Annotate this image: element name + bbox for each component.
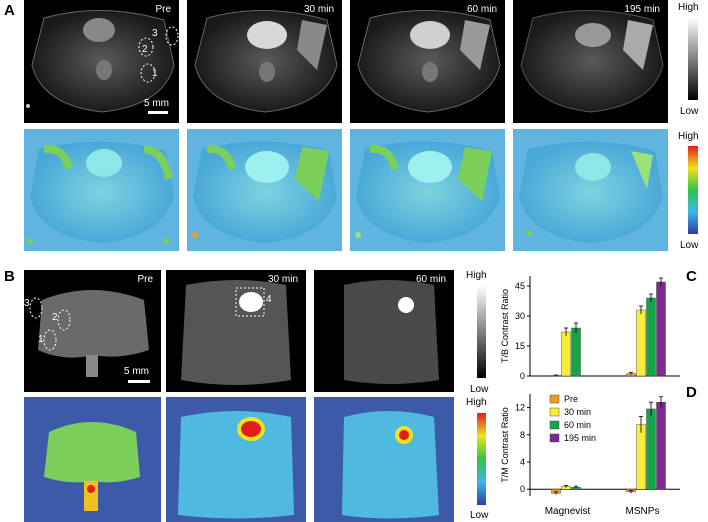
mri-a-195-image [520,10,664,113]
heat-a-pre [24,129,179,251]
bar [571,327,581,377]
scale-b-bar [128,380,150,383]
panel-label-b: B [4,268,15,285]
x-category-label: MSNPs [626,506,660,517]
mri-b-pre-image [29,290,149,377]
legend-swatch [549,394,560,404]
panel-label-d: D [686,384,697,401]
x-category-label: Magnevist [545,506,591,517]
time-label-b-60: 60 min [415,274,446,285]
mri-b-60-image [344,280,439,384]
roi-label-2: 2 [142,44,148,55]
panel-label-a: A [4,2,15,19]
mri-a-30-image [194,10,338,113]
roi-label-3: 3 [152,28,158,39]
heat-b-30 [166,397,306,522]
y-axis-label: T/B Contrast Ratio [500,289,510,363]
heat-a-30 [187,129,342,251]
time-label-b-pre: Pre [137,274,153,285]
heat-b-pre-image [44,422,140,511]
legend-label: 30 min [564,407,591,417]
mri-a-pre-image [26,10,179,113]
chart-d: 0 4 8 12 T/M Contrast Ratio Magnevist MSNPs Pre… [500,394,680,517]
roi-b-label-4: 4 [266,294,272,305]
scale-label: 5 mm [144,98,169,109]
colorbar-b-gray [477,286,486,378]
time-label-a-60: 60 min [466,4,497,15]
scale-bar [148,111,168,114]
roi-b-label-3: 3 [24,298,30,309]
mri-b-30: 30 min 4 [166,270,306,392]
y-tick-label: 12 [515,403,525,413]
bar [646,297,656,377]
chart-c: 0 15 30 45 T/B Contrast Ratio [500,276,680,381]
colorbar-b-heat-low: Low [470,510,489,521]
heat-b-pre [24,397,161,522]
mri-a-30: 30 min [187,0,342,123]
colorbar-a-heat-high: High [678,131,699,142]
heat-b-60 [314,397,454,522]
bar [636,309,646,377]
y-tick-label: 8 [520,430,525,440]
legend-label: 60 min [564,420,591,430]
bar [656,401,666,490]
bar [656,281,666,377]
legend-swatch [549,433,560,443]
mri-a-60: 60 min [350,0,505,123]
roi-b-label-2: 2 [52,312,58,323]
colorbar-b-gray-high: High [466,270,487,281]
heat-b-60-image [342,411,439,519]
heat-a-30-image [192,141,337,243]
colorbar-a-heat [688,146,698,234]
time-label-a-pre: Pre [155,4,171,15]
mri-b-60: 60 min [314,270,454,392]
colorbar-a-gray-high: High [678,2,699,13]
colorbar-b-heat [477,413,486,505]
y-tick-label: 4 [520,457,525,467]
legend-swatch [549,407,560,417]
colorbar-b-heat-high: High [466,397,487,408]
mri-a-195: 195 min [513,0,668,123]
y-tick-label: 0 [520,484,525,494]
heat-a-60-image [355,141,500,243]
mri-b-pre: Pre 3 2 1 5 mm [24,270,161,392]
time-label-a-30: 30 min [303,4,334,15]
legend-label: Pre [564,394,578,404]
time-label-b-30: 30 min [267,274,298,285]
y-tick-label: 0 [520,371,525,381]
scale-b-label: 5 mm [124,366,149,377]
panel-label-c: C [686,268,697,285]
y-axis-label: T/M Contrast Ratio [500,407,510,483]
roi-b-label-1: 1 [38,334,44,345]
legend-swatch [549,420,560,430]
colorbar-a-gray [688,18,698,100]
y-tick-label: 15 [515,341,525,351]
mri-a-pre: Pre 3 2 1 5 mm [24,0,179,123]
heat-a-pre-image [27,141,174,244]
colorbar-a-heat-low: Low [680,240,699,251]
heat-a-195-image [519,141,663,243]
y-tick-label: 30 [515,311,525,321]
bar [561,331,571,377]
time-label-a-195: 195 min [624,4,660,15]
colorbar-b-gray-low: Low [470,384,489,395]
roi-label-1: 1 [152,68,158,79]
heat-a-195 [513,129,668,251]
bar [646,408,656,490]
mri-a-60-image [357,10,501,113]
y-tick-label: 45 [515,281,525,291]
bar [636,424,646,490]
heat-a-60 [350,129,505,251]
legend-label: 195 min [564,433,596,443]
colorbar-a-gray-low: Low [680,106,699,117]
mri-b-30-image [181,280,291,385]
heat-b-30-image [178,411,294,519]
